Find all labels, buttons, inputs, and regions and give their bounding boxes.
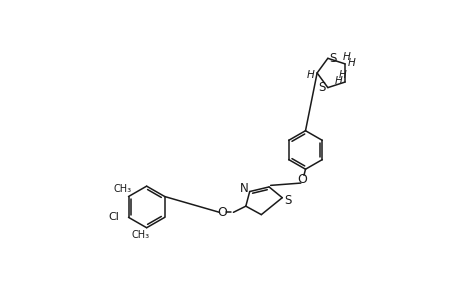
Text: H: H: [338, 70, 346, 80]
Text: N: N: [240, 182, 248, 195]
Text: O: O: [217, 206, 227, 219]
Text: Cl: Cl: [108, 212, 119, 222]
Text: H: H: [334, 76, 341, 86]
Text: S: S: [283, 194, 291, 206]
Text: CH₃: CH₃: [113, 184, 131, 194]
Text: S: S: [318, 81, 325, 94]
Text: H: H: [342, 52, 350, 62]
Text: CH₃: CH₃: [131, 230, 149, 240]
Text: H: H: [347, 58, 354, 68]
Text: O: O: [297, 173, 307, 186]
Text: H: H: [307, 70, 314, 80]
Text: S: S: [329, 52, 336, 65]
